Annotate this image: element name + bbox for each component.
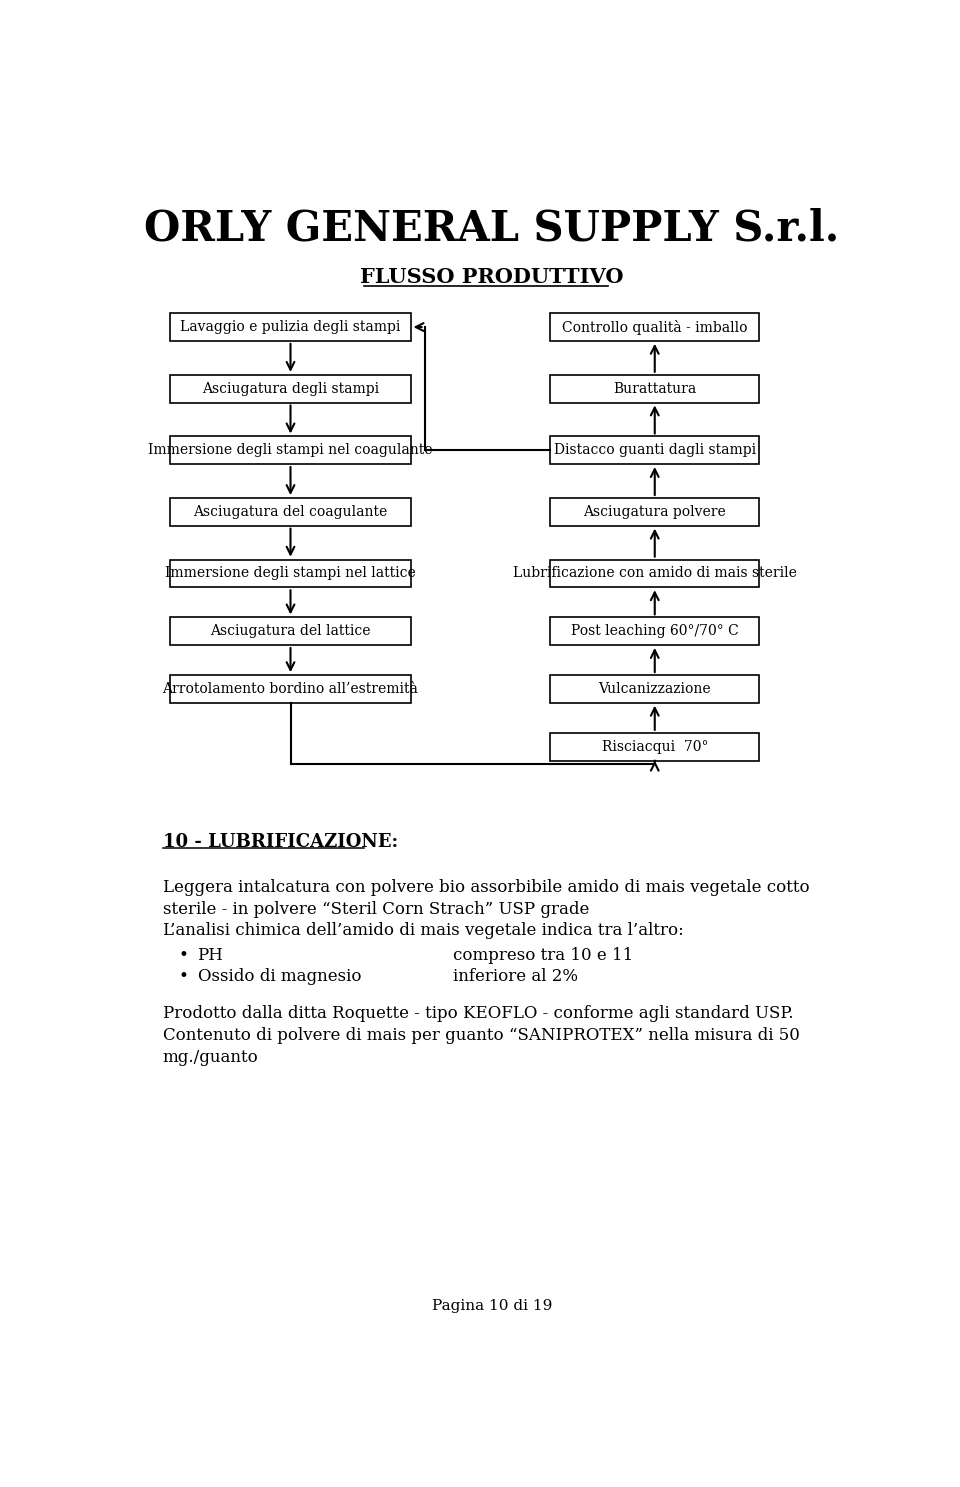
Text: inferiore al 2%: inferiore al 2%	[453, 968, 578, 986]
Text: Contenuto di polvere di mais per guanto “SANIPROTEX” nella misura di 50: Contenuto di polvere di mais per guanto …	[162, 1028, 800, 1044]
FancyBboxPatch shape	[550, 675, 759, 703]
Text: Burattatura: Burattatura	[613, 382, 696, 396]
Text: •: •	[179, 968, 188, 986]
Text: compreso tra 10 e 11: compreso tra 10 e 11	[453, 947, 634, 964]
FancyBboxPatch shape	[170, 314, 411, 341]
Text: Prodotto dalla ditta Roquette - tipo KEOFLO - conforme agli standard USP.: Prodotto dalla ditta Roquette - tipo KEO…	[162, 1005, 793, 1023]
Text: Arrotolamento bordino all’estremità: Arrotolamento bordino all’estremità	[162, 683, 419, 696]
Text: Post leaching 60°/70° C: Post leaching 60°/70° C	[571, 625, 738, 638]
FancyBboxPatch shape	[550, 498, 759, 526]
Text: Asciugatura polvere: Asciugatura polvere	[584, 506, 726, 519]
Text: Ossido di magnesio: Ossido di magnesio	[198, 968, 361, 986]
Text: Immersione degli stampi nel coagulante: Immersione degli stampi nel coagulante	[148, 443, 433, 457]
Text: sterile - in polvere “Steril Corn Strach” USP grade: sterile - in polvere “Steril Corn Strach…	[162, 901, 589, 917]
FancyBboxPatch shape	[550, 375, 759, 403]
Text: 10 - LUBRIFICAZIONE:: 10 - LUBRIFICAZIONE:	[162, 833, 397, 851]
FancyBboxPatch shape	[170, 675, 411, 703]
Text: FLUSSO PRODUTTIVO: FLUSSO PRODUTTIVO	[360, 268, 624, 287]
Text: Asciugatura del lattice: Asciugatura del lattice	[210, 625, 371, 638]
FancyBboxPatch shape	[170, 375, 411, 403]
FancyBboxPatch shape	[550, 436, 759, 464]
FancyBboxPatch shape	[550, 733, 759, 760]
FancyBboxPatch shape	[550, 314, 759, 341]
FancyBboxPatch shape	[550, 617, 759, 645]
FancyBboxPatch shape	[170, 559, 411, 587]
Text: Immersione degli stampi nel lattice: Immersione degli stampi nel lattice	[165, 567, 416, 580]
Text: ORLY GENERAL SUPPLY S.r.l.: ORLY GENERAL SUPPLY S.r.l.	[144, 208, 840, 250]
Text: Lavaggio e pulizia degli stampi: Lavaggio e pulizia degli stampi	[180, 320, 400, 335]
Text: Controllo qualità - imballo: Controllo qualità - imballo	[562, 320, 748, 335]
Text: •: •	[179, 947, 188, 964]
FancyBboxPatch shape	[170, 617, 411, 645]
FancyBboxPatch shape	[170, 498, 411, 526]
FancyBboxPatch shape	[550, 559, 759, 587]
Text: Lubrificazione con amido di mais sterile: Lubrificazione con amido di mais sterile	[513, 567, 797, 580]
Text: Risciacqui  70°: Risciacqui 70°	[602, 739, 708, 754]
Text: Vulcanizzazione: Vulcanizzazione	[598, 683, 711, 696]
Text: Pagina 10 di 19: Pagina 10 di 19	[432, 1298, 552, 1313]
Text: L’analisi chimica dell’amido di mais vegetale indica tra l’altro:: L’analisi chimica dell’amido di mais veg…	[162, 922, 684, 940]
Text: Leggera intalcatura con polvere bio assorbibile amido di mais vegetale cotto: Leggera intalcatura con polvere bio asso…	[162, 879, 809, 897]
FancyBboxPatch shape	[170, 436, 411, 464]
Text: Asciugatura del coagulante: Asciugatura del coagulante	[193, 506, 388, 519]
Text: PH: PH	[198, 947, 224, 964]
Text: Distacco guanti dagli stampi: Distacco guanti dagli stampi	[554, 443, 756, 457]
Text: Asciugatura degli stampi: Asciugatura degli stampi	[202, 382, 379, 396]
Text: mg./guanto: mg./guanto	[162, 1048, 258, 1066]
